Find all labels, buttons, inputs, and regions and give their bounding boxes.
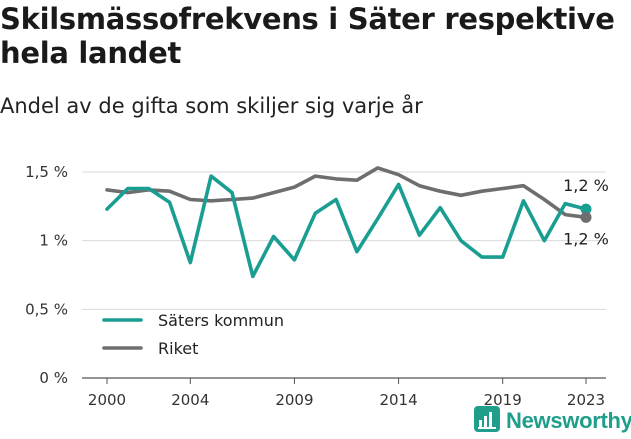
x-tick-label: 2000 [88,391,126,409]
y-tick-label: 0 % [39,369,68,387]
legend-label: Säters kommun [158,311,284,330]
chart-subtitle: Andel av de gifta som skiljer sig varje … [0,94,423,118]
y-tick-label: 1 % [39,232,68,250]
x-tick-label: 2009 [275,391,313,409]
end-label-riket: 1,2 % [563,229,609,248]
series-line-riket [105,166,588,220]
y-tick-label: 0,5 % [25,300,68,318]
y-tick-label: 1,5 % [25,163,68,181]
x-tick-label: 2023 [567,391,605,409]
endpoint-riket [580,211,592,223]
newsworthy-brand: Newsworthy [474,404,631,438]
newsworthy-logo-icon [474,406,500,436]
legend-item-background [94,338,306,363]
x-tick-label: 2004 [171,391,209,409]
end-label-saters-kommun: 1,2 % [563,176,609,195]
series-line-saters-kommun [105,174,588,279]
legend-item-background [94,310,306,335]
x-tick-label: 2019 [484,391,522,409]
brand-name: Newsworthy [506,408,631,433]
endpoint-saters-kommun [580,203,592,215]
chart-title: Skilsmässofrekvens i Säter respektive he… [0,2,615,70]
legend-label: Riket [158,339,198,358]
x-tick-label: 2014 [379,391,417,409]
